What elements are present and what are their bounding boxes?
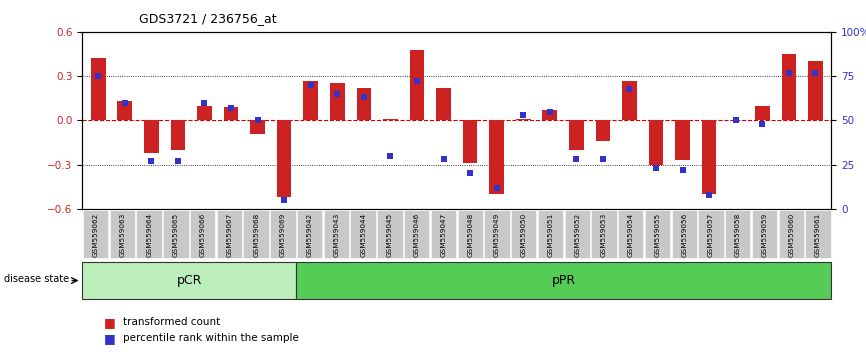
Text: GSM559067: GSM559067 (226, 213, 232, 257)
Point (729, 118, 743, 123)
Bar (516, 119, 531, 120)
Text: GSM559054: GSM559054 (628, 213, 634, 257)
Point (330, 91, 344, 97)
Point (171, 158, 184, 164)
Point (224, 105, 238, 111)
Bar (596, 120, 611, 141)
Point (357, 95, 371, 100)
Text: GSM559051: GSM559051 (547, 213, 553, 257)
Bar (118, 101, 132, 120)
Bar (410, 50, 424, 120)
Text: pPR: pPR (552, 274, 576, 287)
Point (543, 109, 557, 114)
Bar (755, 105, 770, 120)
Text: GSM559062: GSM559062 (93, 213, 99, 257)
Point (145, 158, 158, 164)
Text: GSM559046: GSM559046 (414, 213, 420, 257)
Point (250, 118, 264, 123)
Text: disease state: disease state (4, 274, 69, 284)
Bar (675, 120, 690, 160)
Point (675, 167, 689, 173)
Text: GSM559064: GSM559064 (146, 213, 152, 257)
Text: GSM559043: GSM559043 (333, 213, 339, 257)
Bar (357, 88, 372, 120)
Bar (569, 120, 584, 150)
Text: GSM559056: GSM559056 (682, 213, 688, 257)
Bar (383, 119, 397, 120)
Point (304, 82, 318, 88)
Bar (197, 105, 212, 120)
Point (197, 100, 211, 105)
Point (436, 156, 450, 162)
Point (91, 73, 105, 79)
Point (702, 192, 716, 198)
Bar (144, 120, 158, 153)
Bar (701, 120, 716, 194)
Text: GSM559060: GSM559060 (788, 213, 794, 257)
Text: ■: ■ (104, 316, 116, 329)
Text: GSM559052: GSM559052 (574, 213, 580, 257)
Point (463, 171, 477, 176)
Text: GSM559055: GSM559055 (655, 213, 661, 257)
Text: GSM559061: GSM559061 (815, 213, 821, 257)
Text: GSM559069: GSM559069 (280, 213, 286, 257)
Point (596, 156, 610, 162)
Bar (622, 81, 637, 120)
Bar (781, 54, 796, 120)
Bar (462, 120, 477, 163)
Point (755, 121, 769, 127)
Point (490, 185, 504, 190)
Text: GSM559065: GSM559065 (173, 213, 179, 257)
Point (809, 70, 823, 75)
Bar (171, 120, 185, 150)
Point (277, 197, 291, 203)
Point (384, 153, 397, 159)
Text: GSM559048: GSM559048 (467, 213, 473, 257)
Bar (330, 84, 345, 120)
Point (410, 79, 423, 84)
Bar (91, 58, 106, 120)
Text: GSM559045: GSM559045 (387, 213, 393, 257)
Text: GSM559044: GSM559044 (360, 213, 366, 257)
Text: GSM559050: GSM559050 (520, 213, 527, 257)
Text: pCR: pCR (177, 274, 202, 287)
Text: GSM559058: GSM559058 (734, 213, 740, 257)
Text: GDS3721 / 236756_at: GDS3721 / 236756_at (139, 12, 276, 25)
Text: transformed count: transformed count (123, 317, 220, 327)
Point (570, 156, 584, 162)
Bar (808, 61, 823, 120)
Point (516, 112, 530, 118)
Bar (223, 107, 238, 120)
Point (118, 100, 132, 105)
Bar (489, 120, 504, 194)
Bar (436, 88, 451, 120)
Text: GSM559068: GSM559068 (253, 213, 259, 257)
Point (782, 70, 796, 75)
Bar (303, 81, 318, 120)
Text: GSM559063: GSM559063 (120, 213, 126, 257)
Text: GSM559053: GSM559053 (601, 213, 607, 257)
Text: GSM559047: GSM559047 (441, 213, 447, 257)
Text: ■: ■ (104, 332, 116, 344)
Text: percentile rank within the sample: percentile rank within the sample (123, 333, 299, 343)
Text: GSM559066: GSM559066 (200, 213, 205, 257)
Bar (649, 120, 663, 165)
Text: GSM559059: GSM559059 (761, 213, 767, 257)
Bar (277, 120, 292, 197)
Text: GSM559057: GSM559057 (708, 213, 714, 257)
Text: GSM559049: GSM559049 (494, 213, 500, 257)
Bar (542, 110, 557, 120)
Point (623, 86, 637, 91)
Text: GSM559042: GSM559042 (307, 213, 313, 257)
Point (650, 165, 663, 171)
Bar (250, 120, 265, 134)
